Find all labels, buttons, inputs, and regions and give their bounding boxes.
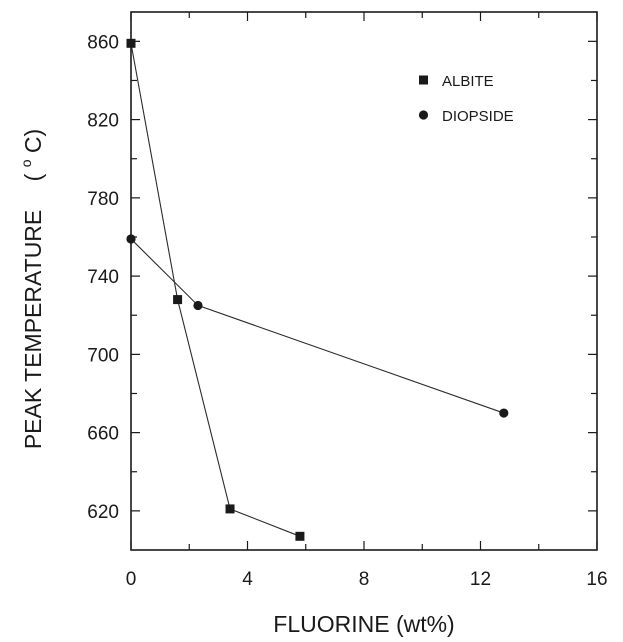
x-tick-label: 4 xyxy=(242,569,253,590)
x-tick-label: 16 xyxy=(586,569,607,590)
series-line-diopside xyxy=(130,238,504,414)
legend-marker-diopside xyxy=(418,110,429,120)
x-tick-label: 8 xyxy=(359,569,370,590)
data-point-diopside xyxy=(126,234,136,244)
x-axis-label: FLUORINE (wt%) xyxy=(273,611,454,637)
series-line-albite xyxy=(130,43,301,537)
y-axis-label-main: PEAK TEMPERATURE xyxy=(20,210,46,449)
plot-frame xyxy=(130,11,598,551)
legend: ALBITE DIOPSIDE xyxy=(418,73,514,125)
data-point-diopside xyxy=(193,300,203,311)
legend-label-diopside: DIOPSIDE xyxy=(442,108,514,125)
y-tick-label: 740 xyxy=(87,267,119,288)
data-point-albite xyxy=(225,504,235,514)
y-axis-unit-rest: C) xyxy=(20,129,46,153)
data-point-albite xyxy=(295,531,305,541)
y-tick-label: 820 xyxy=(87,111,119,132)
axis-ticks xyxy=(130,12,598,550)
y-tick-label: 660 xyxy=(87,424,119,445)
tick-labels: 620 660 700 740 780 820 860 0 4 8 12 16 xyxy=(87,32,607,590)
y-axis-unit-degree: o xyxy=(18,159,34,167)
data-point-albite xyxy=(173,295,183,305)
y-tick-label: 620 xyxy=(87,502,119,523)
x-tick-label: 0 xyxy=(126,569,137,590)
legend-label-albite: ALBITE xyxy=(442,73,494,90)
y-tick-label: 780 xyxy=(87,189,119,210)
legend-marker-albite xyxy=(419,75,428,85)
y-axis-label: PEAK TEMPERATURE ( o C) xyxy=(10,129,46,449)
data-point-diopside xyxy=(499,408,509,418)
data-point-albite xyxy=(126,38,136,48)
x-tick-label: 12 xyxy=(470,569,491,590)
y-tick-label: 700 xyxy=(87,345,119,366)
y-tick-label: 860 xyxy=(87,32,119,53)
series-layer xyxy=(126,38,509,541)
y-axis-unit-open: ( xyxy=(20,173,46,181)
